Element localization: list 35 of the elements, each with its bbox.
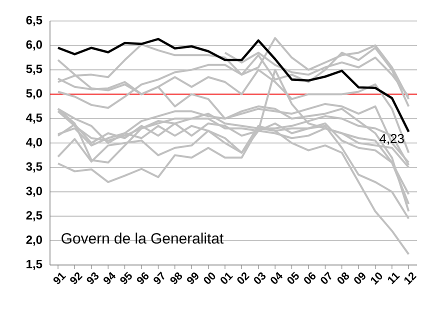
- x-tick-label: 09: [354, 272, 366, 284]
- y-tick-label: 4,0: [26, 138, 42, 148]
- x-tick-label: 91: [53, 272, 66, 284]
- x-tick-label: 03: [254, 272, 266, 284]
- x-tick-label: 93: [86, 272, 99, 284]
- y-tick-label: 3,5: [26, 162, 42, 172]
- x-tick-label: 94: [104, 272, 116, 284]
- x-tick-label: 10: [370, 272, 382, 285]
- x-tick-label: 11: [388, 272, 400, 284]
- x-tick-label: 12: [404, 272, 417, 285]
- x-tick-label: 96: [136, 272, 149, 284]
- x-tick-label: 04: [270, 272, 283, 284]
- x-tick-label: 08: [337, 272, 350, 284]
- x-tick-label: 95: [120, 272, 132, 284]
- x-tick-label: 92: [70, 272, 83, 284]
- x-tick-label: 07: [320, 272, 332, 284]
- x-tick-label: 97: [154, 272, 164, 284]
- y-tick-label: 5,0: [26, 89, 42, 100]
- y-tick-label: 6,0: [26, 40, 42, 50]
- y-tick-label: 2,0: [26, 236, 42, 246]
- data-label: 4,23: [380, 134, 404, 145]
- x-tick-label: 99: [187, 272, 198, 284]
- y-tick-label: 1,5: [26, 260, 42, 270]
- x-tick-label: 01: [220, 272, 234, 284]
- y-tick-label: 6,5: [26, 16, 42, 26]
- y-tick-label: 5,5: [26, 64, 42, 75]
- y-tick-label: 3,0: [26, 186, 42, 197]
- x-tick-label: 06: [304, 272, 316, 284]
- x-tick-label: 00: [204, 272, 216, 284]
- x-tick-label: 05: [287, 272, 299, 284]
- y-tick-label: 4,5: [26, 114, 42, 124]
- y-tick-label: 2,5: [26, 211, 42, 222]
- x-tick-label: 02: [237, 272, 250, 284]
- annotation: Govern de la Generalitat: [62, 232, 224, 244]
- x-tick-label: 98: [170, 272, 182, 284]
